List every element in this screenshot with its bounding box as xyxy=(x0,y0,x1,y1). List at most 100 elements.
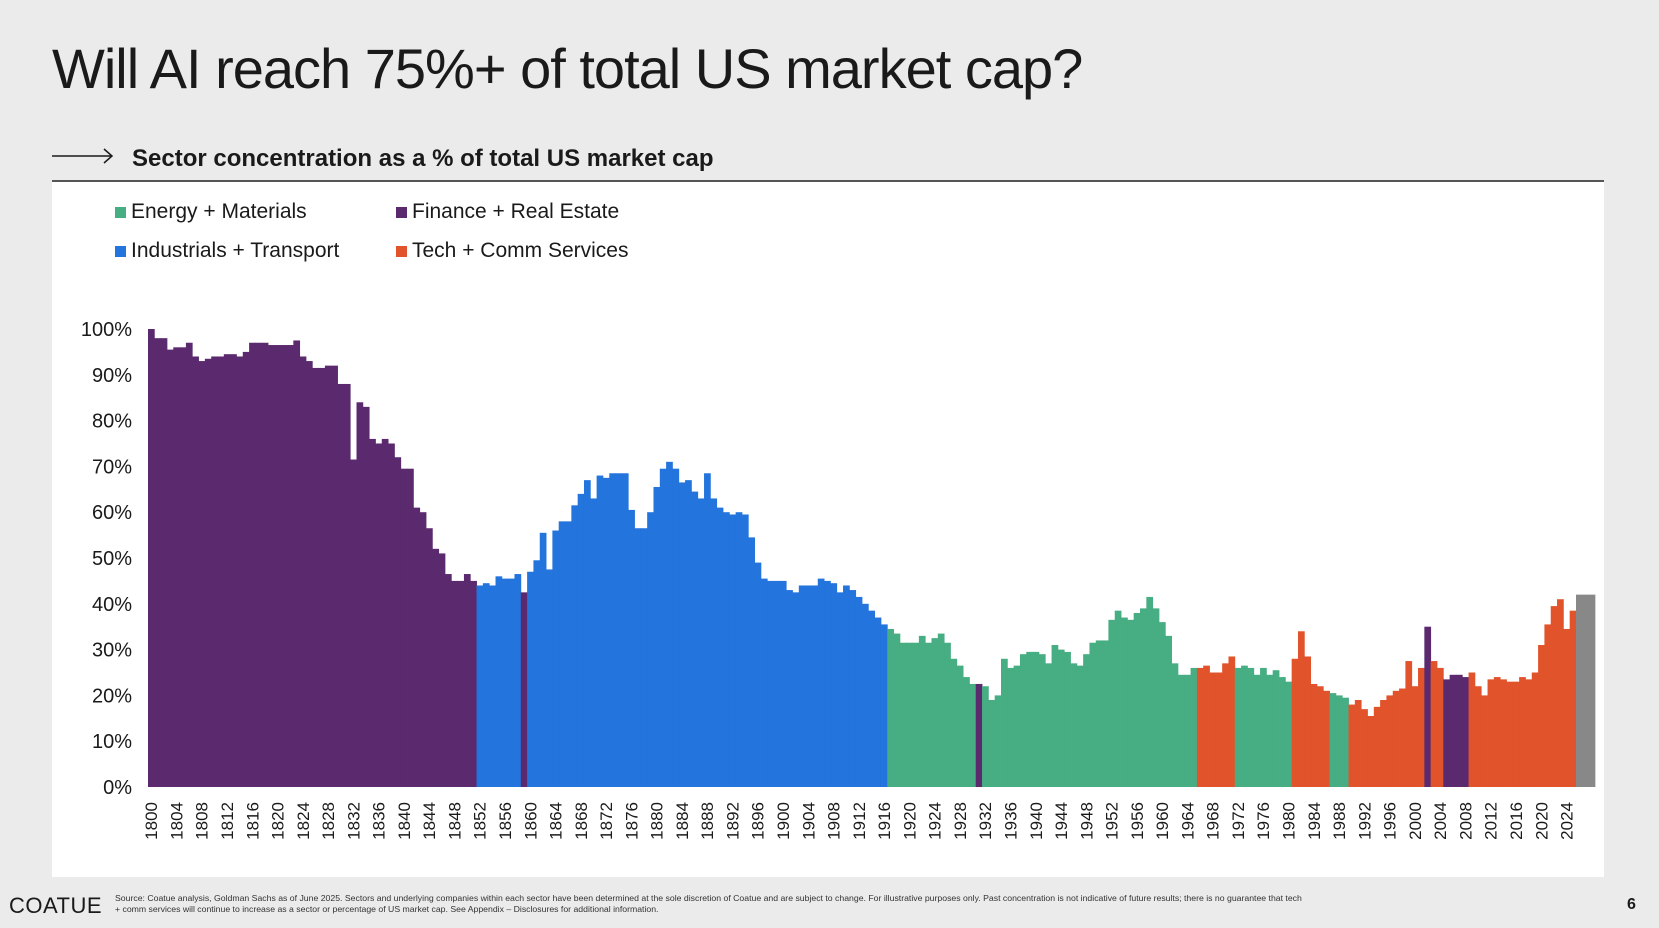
y-tick-label: 20% xyxy=(92,685,132,707)
bar-1969 xyxy=(1215,672,1223,787)
y-tick-label: 90% xyxy=(92,365,132,387)
bar-1819 xyxy=(268,345,275,787)
bar-1824 xyxy=(299,356,307,787)
bar-1919 xyxy=(899,642,907,787)
y-tick-label: 100% xyxy=(81,319,132,341)
bar-1954 xyxy=(1121,617,1128,787)
x-tick-label: 1924 xyxy=(926,802,945,840)
bar-1968 xyxy=(1209,672,1217,787)
bar-1896 xyxy=(754,562,762,787)
bar-1897 xyxy=(760,578,768,787)
bar-1848 xyxy=(451,580,459,787)
bar-1855 xyxy=(495,576,503,787)
bar-1875 xyxy=(621,473,629,787)
bar-1846 xyxy=(438,553,446,787)
bar-2015 xyxy=(1506,681,1514,787)
bar-1920 xyxy=(906,642,913,787)
bar-1953 xyxy=(1114,610,1122,787)
legend-swatch xyxy=(115,206,126,218)
x-tick-label: 2008 xyxy=(1456,802,1475,840)
legend-item-finance: Finance + Real Estate xyxy=(396,200,619,224)
bar-1838 xyxy=(388,443,395,787)
bar-1849 xyxy=(457,580,465,787)
divider xyxy=(52,180,1604,182)
x-tick-label: 2020 xyxy=(1532,802,1551,840)
bar-1843 xyxy=(419,512,427,787)
bar-1826 xyxy=(312,367,319,787)
x-tick-label: 1892 xyxy=(723,802,742,840)
bar-2002 xyxy=(1424,626,1432,787)
bar-1800 xyxy=(148,329,155,787)
x-tick-label: 1836 xyxy=(370,802,389,840)
bar-1983 xyxy=(1304,656,1312,787)
y-tick-label: 70% xyxy=(92,456,132,478)
bar-1907 xyxy=(824,580,831,787)
bar-2022 xyxy=(1550,606,1558,787)
bar-1865 xyxy=(558,521,566,787)
y-tick-label: 10% xyxy=(92,731,132,753)
bar-1822 xyxy=(287,345,294,787)
bar-1966 xyxy=(1196,667,1204,787)
bar-1841 xyxy=(407,468,414,787)
bar-1830 xyxy=(337,383,345,787)
x-tick-label: 1996 xyxy=(1381,802,1400,840)
bar-1957 xyxy=(1140,608,1147,787)
bar-1832 xyxy=(350,459,357,787)
bar-1989 xyxy=(1342,697,1349,787)
bar-1874 xyxy=(615,473,623,787)
bar-1936 xyxy=(1007,667,1015,787)
bar-2007 xyxy=(1455,674,1463,787)
bar-1995 xyxy=(1380,699,1387,787)
legend-label: Tech + Comm Services xyxy=(412,239,629,262)
x-tick-label: 1884 xyxy=(673,802,692,840)
x-tick-label: 2000 xyxy=(1406,802,1425,840)
chart-panel: Energy + Materials Finance + Real Estate… xyxy=(52,182,1604,877)
bar-1859 xyxy=(520,592,528,787)
bar-2001 xyxy=(1418,667,1425,787)
x-tick-label: 1880 xyxy=(648,802,667,840)
bar-1937 xyxy=(1013,665,1021,787)
bar-1921 xyxy=(912,642,920,787)
x-tick-label: 1872 xyxy=(597,802,616,840)
legend-swatch xyxy=(115,245,126,257)
bar-1902 xyxy=(792,592,800,787)
bar-1992 xyxy=(1361,709,1368,787)
bar-1929 xyxy=(963,677,970,787)
bar-2003 xyxy=(1430,661,1438,787)
page-title: Will AI reach 75%+ of total US market ca… xyxy=(52,37,1083,100)
bar-1877 xyxy=(634,528,642,787)
x-tick-label: 1936 xyxy=(1001,802,1020,840)
bar-1873 xyxy=(609,473,616,787)
bar-1971 xyxy=(1228,656,1236,787)
x-tick-label: 1900 xyxy=(774,802,793,840)
bar-1958 xyxy=(1146,596,1154,787)
bar-1847 xyxy=(444,574,452,787)
bar-2012 xyxy=(1487,679,1495,787)
bar-1915 xyxy=(874,617,882,787)
bar-1999 xyxy=(1405,661,1413,787)
bar-1821 xyxy=(280,345,288,787)
bar-2019 xyxy=(1531,672,1539,787)
bar-1814 xyxy=(236,356,244,787)
bar-1991 xyxy=(1354,699,1362,787)
bar-1932 xyxy=(982,686,989,787)
footnote-line: + comm services will continue to increas… xyxy=(115,904,659,914)
bar-2020 xyxy=(1538,645,1545,787)
bar-1997 xyxy=(1392,690,1400,787)
bar-2000 xyxy=(1411,686,1419,787)
bar-1833 xyxy=(356,402,364,787)
x-tick-label: 1864 xyxy=(547,802,566,840)
bar-1885 xyxy=(685,480,692,787)
x-tick-label: 1860 xyxy=(521,802,540,840)
bar-1935 xyxy=(1001,658,1008,787)
bar-1980 xyxy=(1285,681,1293,787)
bar-1925 xyxy=(937,633,945,787)
x-tick-label: 1824 xyxy=(294,802,313,840)
legend-label: Industrials + Transport xyxy=(131,239,340,262)
bar-1949 xyxy=(1089,642,1097,787)
bar-2010 xyxy=(1474,686,1482,787)
bar-1820 xyxy=(274,345,282,787)
x-tick-label: 1932 xyxy=(976,802,995,840)
bar-1815 xyxy=(242,351,250,787)
x-tick-label: 1956 xyxy=(1128,802,1147,840)
